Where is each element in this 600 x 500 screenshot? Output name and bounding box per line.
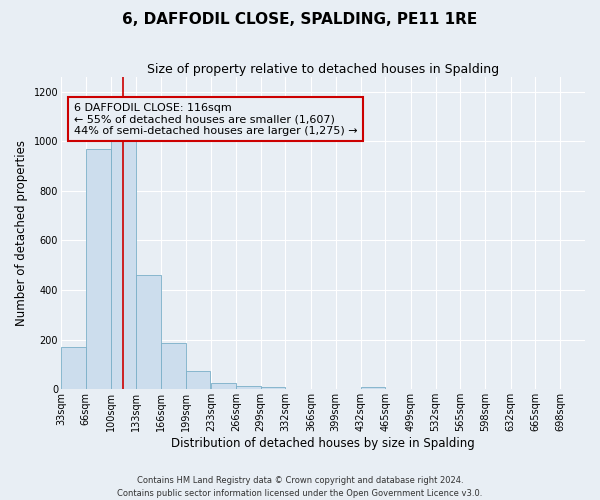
X-axis label: Distribution of detached houses by size in Spalding: Distribution of detached houses by size … [171, 437, 475, 450]
Bar [86, 148, 110, 390]
Bar [211, 383, 236, 390]
Bar [161, 344, 185, 390]
Bar [136, 275, 161, 390]
Bar [111, 141, 136, 390]
Title: Size of property relative to detached houses in Spalding: Size of property relative to detached ho… [147, 62, 499, 76]
Text: 6 DAFFODIL CLOSE: 116sqm
← 55% of detached houses are smaller (1,607)
44% of sem: 6 DAFFODIL CLOSE: 116sqm ← 55% of detach… [74, 102, 358, 136]
Bar [185, 370, 211, 390]
Bar [260, 387, 286, 390]
Bar [61, 347, 86, 390]
Bar [361, 387, 385, 390]
Text: Contains HM Land Registry data © Crown copyright and database right 2024.
Contai: Contains HM Land Registry data © Crown c… [118, 476, 482, 498]
Y-axis label: Number of detached properties: Number of detached properties [15, 140, 28, 326]
Text: 6, DAFFODIL CLOSE, SPALDING, PE11 1RE: 6, DAFFODIL CLOSE, SPALDING, PE11 1RE [122, 12, 478, 28]
Bar [236, 386, 260, 390]
